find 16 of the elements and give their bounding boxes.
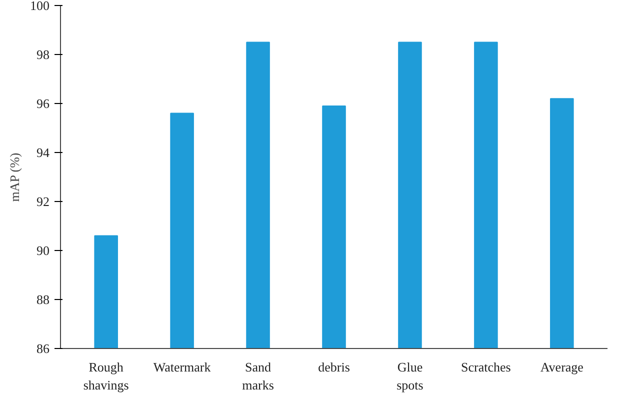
y-tick-label: 98 <box>36 47 50 62</box>
y-tick-label: 88 <box>36 292 50 307</box>
x-tick-label: Scratches <box>461 360 511 374</box>
y-tick-label: 86 <box>36 341 50 356</box>
x-tick-label: Average <box>540 360 584 374</box>
x-tick-label: Sand marks <box>242 360 274 392</box>
y-tick-label: 90 <box>36 243 50 258</box>
x-tick-label: debris <box>318 360 350 374</box>
y-tick-label: 100 <box>30 0 50 13</box>
x-tick-label: Glue spots <box>396 360 424 392</box>
x-tick-label: Watermark <box>153 360 212 374</box>
y-tick-label: 92 <box>36 194 50 209</box>
y-tick-label: 96 <box>36 96 50 111</box>
y-axis-title: mAP (%) <box>7 152 22 202</box>
y-tick-label: 94 <box>36 145 50 160</box>
x-tick-label: Rough shavings <box>83 360 129 392</box>
